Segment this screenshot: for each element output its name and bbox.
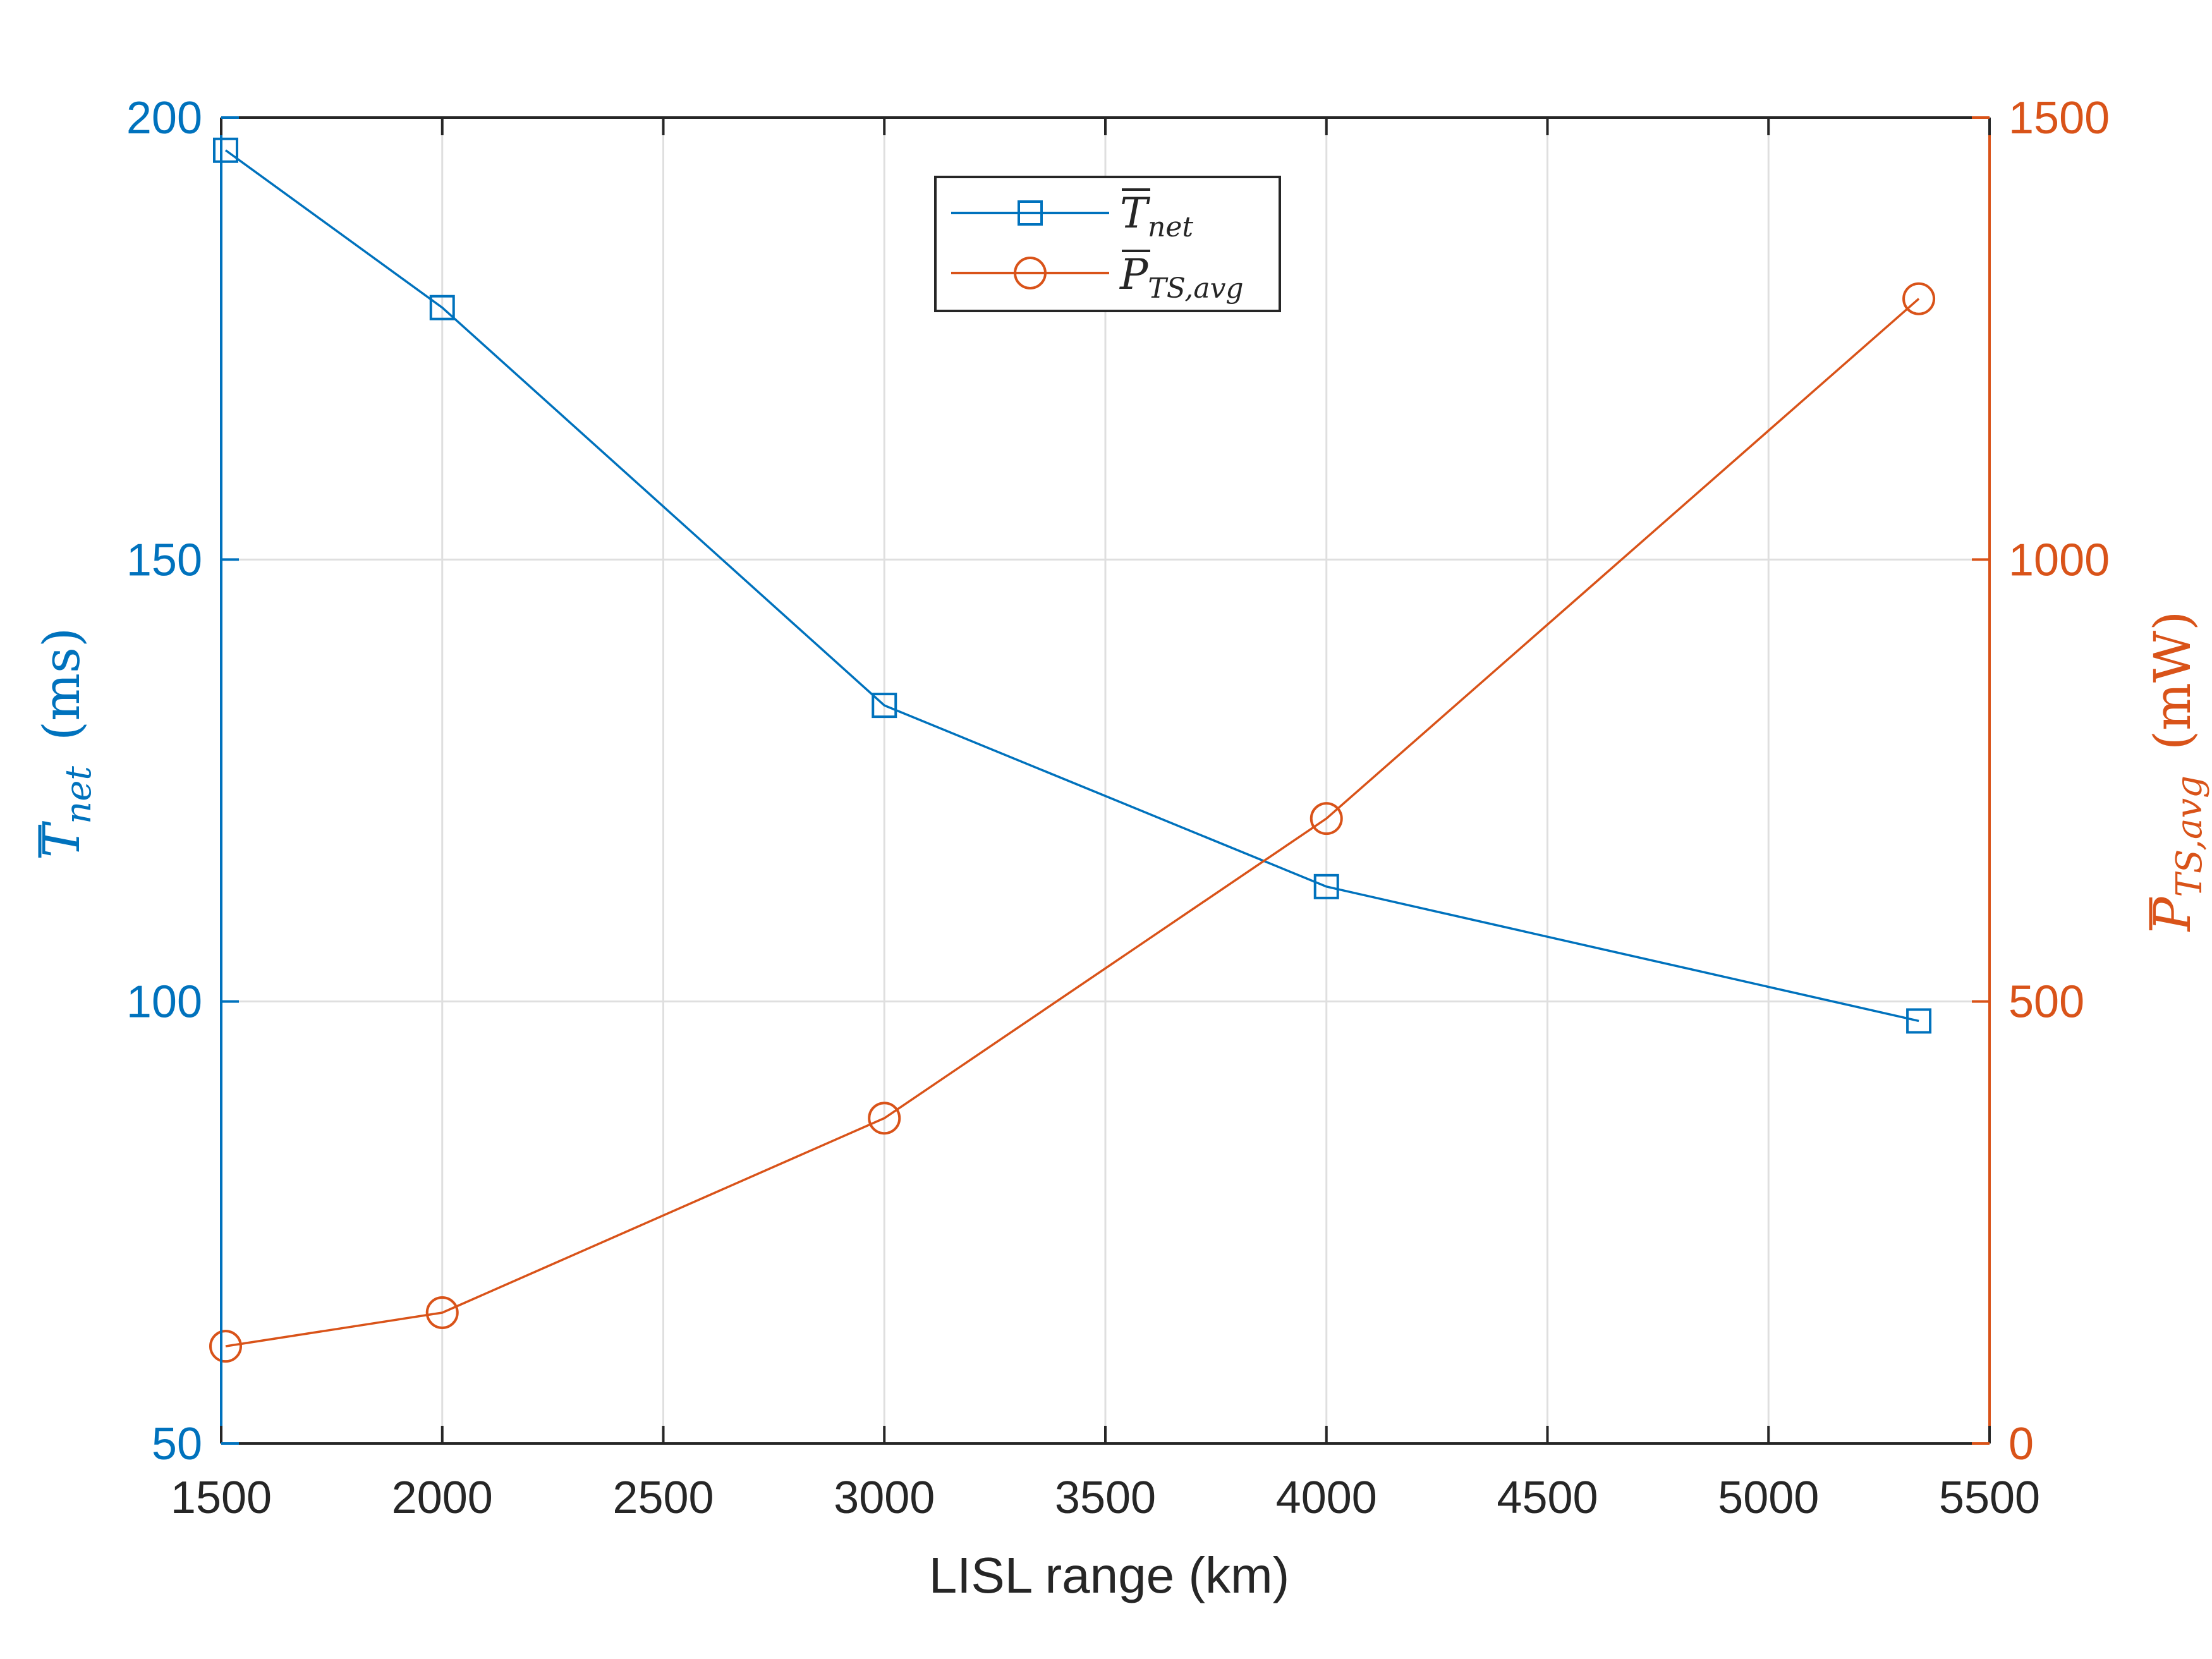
x-tick-label: 3000 (834, 1473, 935, 1523)
left-tick-label: 150 (126, 535, 202, 585)
left-axis-label-subscript: net (58, 766, 99, 824)
right-axis-label-symbol: P (2143, 896, 2202, 932)
legend-label-t-symbol: T (1120, 189, 1151, 238)
x-tick-label: 5000 (1718, 1473, 1819, 1523)
left-axis-label-unit: (ms) (32, 628, 91, 741)
x-tick-label: 4500 (1497, 1473, 1598, 1523)
x-tick-label: 1500 (171, 1473, 272, 1523)
legend-marker-circle (1014, 257, 1047, 289)
legend-label-p-symbol: P (1119, 250, 1149, 299)
x-tick-label: 2500 (612, 1473, 714, 1523)
data-point-square (1313, 873, 1339, 899)
left-tick-label: 200 (126, 93, 202, 143)
data-point-circle (1902, 282, 1936, 315)
legend-box (934, 176, 1281, 312)
right-tick-label: 500 (2008, 977, 2084, 1028)
series-line-circle (225, 298, 1920, 1347)
x-tick-label: 2000 (392, 1473, 493, 1523)
right-tick-label: 1000 (2008, 535, 2110, 585)
tick-labels: 1500 2000 2500 3000 3500 4000 4500 5000 55005010… (126, 93, 2110, 1523)
svg-text:Tnet(ms): Tnet (ms) (32, 628, 99, 858)
series-layer (209, 137, 1936, 1363)
left-axis-label: Tnet (ms) (32, 628, 99, 858)
left-tick-label: 50 (152, 1419, 202, 1469)
axes-frame (220, 116, 1991, 1445)
x-axis-label: LISL range (km) (929, 1547, 1290, 1603)
left-axis-label-symbol: T (32, 820, 91, 858)
right-tick-label: 0 (2008, 1419, 2034, 1469)
data-point-square (1906, 1008, 1932, 1034)
right-axis-label: PTS,avg (mW) (2143, 611, 2210, 933)
data-point-square (212, 137, 238, 163)
x-tick-label: 5500 (1939, 1473, 2040, 1523)
svg-text:PTS,avg: PTS,avg (1119, 250, 1244, 305)
series-line-square (224, 149, 1919, 1023)
svg-text:Tnet: Tnet (1120, 189, 1193, 243)
right-axis-label-subscript: TS,avg (2169, 775, 2210, 897)
legend-label-t-subscript: net (1148, 211, 1193, 243)
legend-marker-square (1018, 200, 1043, 226)
x-tick-label: 3500 (1055, 1473, 1156, 1523)
right-tick-label: 1500 (2008, 93, 2110, 143)
data-point-circle (209, 1330, 242, 1363)
left-tick-label: 100 (126, 977, 202, 1028)
data-point-square (872, 693, 897, 719)
grid-lines (221, 118, 1990, 1443)
data-point-square (429, 295, 455, 320)
data-point-circle (425, 1296, 459, 1329)
right-axis-label-unit: (mW) (2143, 611, 2202, 751)
data-point-circle (868, 1102, 901, 1135)
svg-text:PTS,avg(mW): PTS,avg (mW) (2143, 611, 2210, 933)
legend-label-p-subscript: TS,avg (1148, 272, 1243, 305)
legend: Tnet PTS,avg (934, 176, 1281, 312)
data-point-circle (1310, 802, 1343, 836)
x-tick-label: 4000 (1276, 1473, 1377, 1523)
